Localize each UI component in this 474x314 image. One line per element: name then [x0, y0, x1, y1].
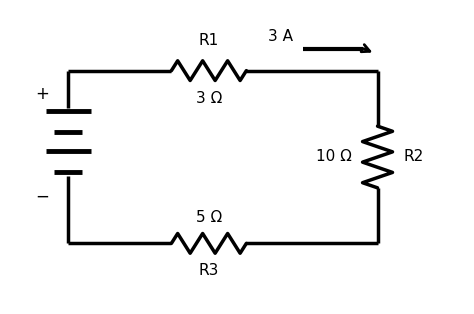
Text: +: + [36, 85, 50, 103]
Text: 3 A: 3 A [268, 30, 293, 44]
Text: R2: R2 [403, 149, 424, 165]
Text: R1: R1 [199, 33, 219, 47]
Text: 10 Ω: 10 Ω [316, 149, 352, 165]
Text: −: − [36, 188, 50, 206]
Text: 3 Ω: 3 Ω [196, 91, 222, 106]
Text: 5 Ω: 5 Ω [196, 210, 222, 225]
Text: R3: R3 [199, 263, 219, 279]
